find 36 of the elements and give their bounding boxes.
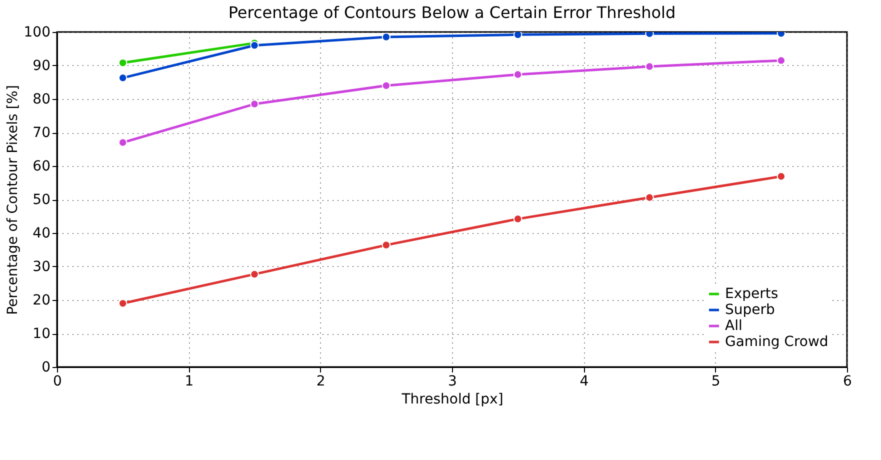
y-tick-label: 90: [32, 58, 50, 74]
legend-label: Gaming Crowd: [725, 334, 828, 350]
x-tick-label: 1: [184, 374, 194, 390]
y-axis-title: Percentage of Contour Pixels [%]: [4, 85, 21, 315]
y-tick-label: 0: [42, 360, 50, 376]
chart-title: Percentage of Contours Below a Certain Error Threshold: [228, 3, 676, 22]
point: [250, 270, 259, 279]
legend-label: Experts: [725, 286, 778, 302]
legend-label: Superb: [725, 302, 776, 318]
point: [250, 41, 259, 50]
y-tick-label: 60: [32, 158, 50, 174]
x-tick-label: 4: [580, 374, 589, 390]
point: [118, 74, 128, 82]
y-tick-label: 50: [32, 192, 50, 208]
x-tick-label: 0: [53, 374, 62, 390]
y-tick-label: 20: [32, 292, 50, 308]
point: [250, 100, 259, 108]
y-tick-label: 70: [32, 125, 50, 141]
point: [513, 214, 522, 224]
y-tick-label: 40: [32, 226, 50, 242]
point: [645, 62, 654, 71]
x-tick-label: 5: [711, 374, 720, 390]
y-tick-label: 30: [32, 259, 50, 275]
legend-label: All: [725, 318, 742, 334]
y-tick-label: 10: [32, 326, 50, 342]
x-tick-label: 3: [448, 374, 457, 390]
point: [513, 70, 522, 79]
y-tick-label: 80: [32, 92, 50, 108]
point: [382, 32, 391, 42]
point: [382, 240, 391, 250]
x-axis-title: Threshold [px]: [400, 392, 504, 408]
point: [382, 81, 391, 90]
x-tick-label: 6: [843, 374, 852, 390]
y-tick-label: 100: [24, 24, 50, 40]
x-tick-label: 2: [316, 374, 326, 390]
point: [645, 193, 654, 202]
